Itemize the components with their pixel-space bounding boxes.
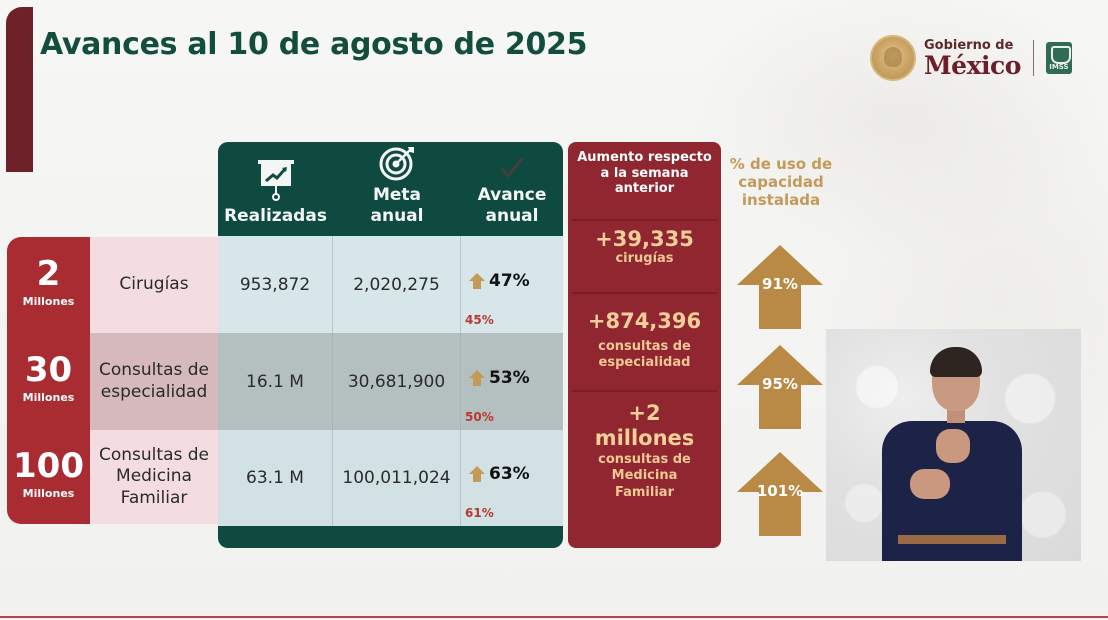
goal-number: 2 — [36, 254, 61, 294]
increase-value-unit: millones — [594, 426, 695, 451]
previous-avance: 50% — [465, 410, 494, 424]
increase-cirugias: +39,335 cirugías — [568, 227, 721, 267]
avance-cell: 47% 45% — [461, 236, 563, 333]
increase-especialidad: +874,396 consultas de especialidad — [568, 309, 721, 372]
up-arrow-icon — [737, 245, 823, 285]
avance-cell: 63% 61% — [461, 430, 563, 526]
goal-number: 100 — [13, 446, 84, 486]
bottom-accent-line — [0, 616, 1108, 618]
category-label: Consultas de Medicina Familiar — [90, 430, 218, 524]
avance-value: 53% — [489, 367, 530, 388]
increase-label: consultas de Medicina Familiar — [598, 452, 691, 500]
up-arrow-icon — [737, 452, 823, 492]
divider — [572, 292, 717, 294]
goal-medicina-familiar: 100 Millones — [7, 449, 90, 500]
target-icon — [379, 147, 414, 181]
table-body: 953,872 2,020,275 47% 45% 16.1 M 30,681,… — [218, 236, 563, 526]
divider — [572, 219, 717, 221]
goal-unit: Millones — [22, 487, 75, 500]
table-row: 953,872 2,020,275 47% 45% — [218, 236, 563, 333]
column-label-line2: anual — [485, 205, 539, 226]
column-header-realizadas: Realizadas — [218, 142, 333, 236]
logo-line1: Gobierno de — [924, 37, 1014, 53]
progress-table: Realizadas Meta anual Avance anual 953,8… — [218, 142, 563, 548]
avance-value: 47% — [489, 270, 530, 291]
column-label-line1: Avance — [477, 185, 547, 206]
capacity-arrow-medicina-familiar: 101% — [737, 452, 823, 536]
increase-medicina-familiar: +2 millones consultas de Medicina Famili… — [568, 401, 721, 501]
national-seal-icon — [870, 35, 916, 81]
goal-unit: Millones — [22, 295, 75, 308]
previous-avance: 45% — [465, 313, 494, 327]
table-row: 63.1 M 100,011,024 63% 61% — [218, 430, 563, 526]
previous-avance: 61% — [465, 506, 494, 520]
capacity-value: 95% — [762, 375, 798, 393]
capacity-value: 91% — [762, 275, 798, 293]
gobierno-mexico-logo: Gobierno de México IMSS — [870, 35, 1072, 81]
meta-anual-value: 30,681,900 — [333, 333, 461, 430]
column-label-line2: anual — [370, 205, 424, 226]
capacity-arrow-especialidad: 95% — [737, 345, 823, 429]
column-label: Realizadas — [224, 205, 327, 226]
logo-line2: México — [924, 50, 1021, 80]
capacity-arrow-cirugias: 91% — [737, 245, 823, 329]
imss-logo-icon: IMSS — [1045, 42, 1072, 74]
presentation-chart-icon — [257, 159, 294, 201]
column-header-meta-anual: Meta anual — [333, 142, 461, 236]
avance-value: 63% — [489, 464, 530, 484]
goal-cirugias: 2 Millones — [7, 257, 90, 308]
goal-unit: Millones — [22, 391, 75, 404]
checkmark-icon — [499, 157, 525, 179]
avance-cell: 53% 50% — [461, 333, 563, 430]
goal-number: 30 — [24, 350, 73, 390]
realizadas-value: 63.1 M — [218, 430, 333, 526]
category-label: Cirugías — [90, 237, 218, 333]
up-arrow-icon — [469, 272, 485, 289]
goal-especialidad: 30 Millones — [7, 353, 90, 404]
sign-language-interpreter-video — [826, 329, 1081, 561]
panel-header: Aumento respecto a la semana anterior — [577, 150, 712, 197]
up-arrow-icon — [469, 466, 485, 482]
category-column: Cirugías Consultas de especialidad Consu… — [90, 237, 218, 524]
meta-anual-value: 2,020,275 — [333, 236, 461, 333]
realizadas-value: 16.1 M — [218, 333, 333, 430]
increase-value: +39,335 — [595, 227, 694, 251]
increase-value: +2 — [628, 401, 661, 425]
increase-label: cirugías — [615, 251, 674, 267]
up-arrow-icon — [737, 345, 823, 385]
column-header-avance-anual: Avance anual — [461, 142, 563, 236]
table-header: Realizadas Meta anual Avance anual — [218, 142, 563, 236]
page-title: Avances al 10 de agosto de 2025 — [40, 27, 588, 62]
table-row: 16.1 M 30,681,900 53% 50% — [218, 333, 563, 430]
realizadas-value: 953,872 — [218, 236, 333, 333]
accent-bar — [6, 7, 33, 172]
divider — [572, 390, 717, 392]
increase-label: consultas de especialidad — [598, 339, 691, 371]
capacity-value: 101% — [756, 482, 804, 500]
column-label-line1: Meta — [372, 185, 422, 206]
capacity-title: % de uso de capacidad instalada — [729, 155, 833, 209]
up-arrow-icon — [469, 369, 485, 386]
meta-anual-value: 100,011,024 — [333, 430, 461, 526]
weekly-increase-panel: Aumento respecto a la semana anterior +3… — [568, 142, 721, 548]
category-label: Consultas de especialidad — [90, 333, 218, 430]
logo-divider — [1032, 40, 1034, 76]
increase-value: +874,396 — [587, 309, 702, 333]
goals-column: 2 Millones 30 Millones 100 Millones — [7, 237, 90, 524]
